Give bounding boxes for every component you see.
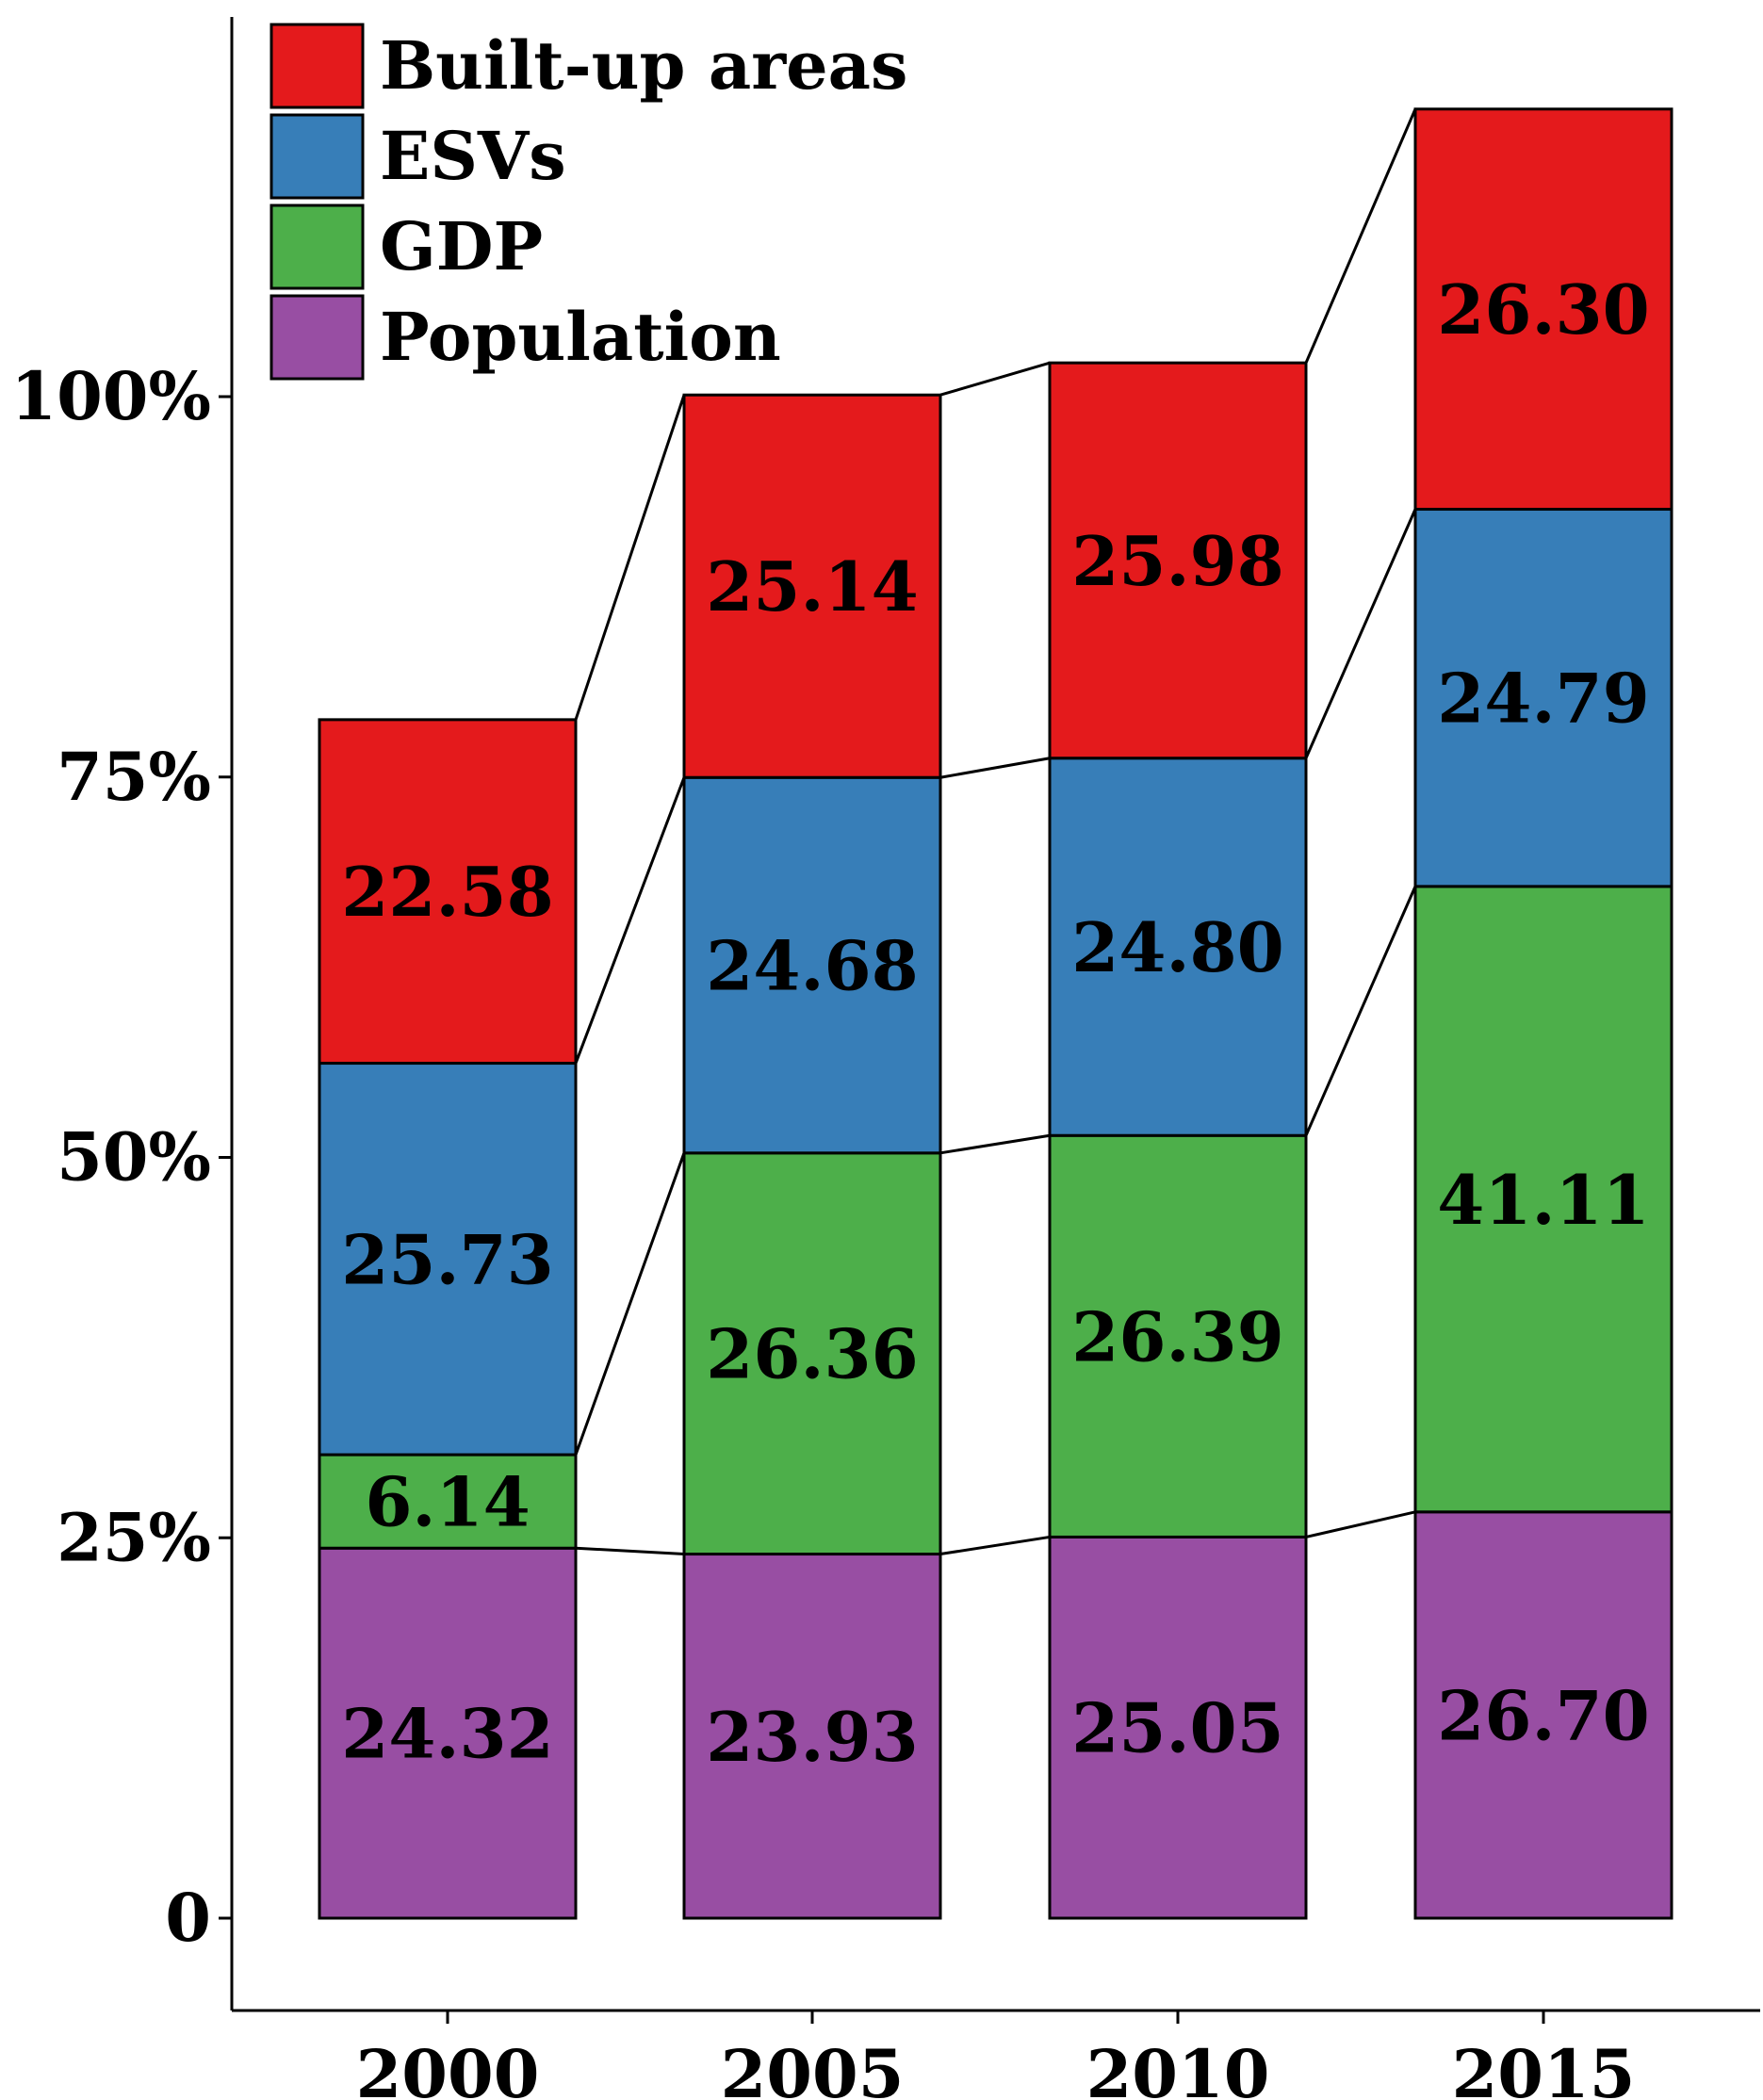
bar-segment-esvs-2010: [1048, 757, 1308, 1137]
bar-segment-built-up-areas-2010: [1048, 361, 1308, 760]
bar-segment-built-up-areas-2015: [1413, 107, 1673, 512]
legend-label: Built-up areas: [380, 26, 907, 105]
legend-swatch-gdp: [269, 203, 365, 290]
bar-value-label: 41.11: [1437, 1160, 1649, 1240]
bar-segment-population-2000: [318, 1546, 578, 1920]
bar-value-label: 6.14: [365, 1462, 530, 1542]
bar-value-label: 25.98: [1071, 521, 1283, 601]
bar-segment-esvs-2015: [1413, 508, 1673, 888]
x-tick-label: 2015: [1452, 2035, 1636, 2100]
bar-value-label: 26.39: [1071, 1296, 1283, 1376]
connector-line: [939, 1535, 1051, 1556]
connector-lines: [574, 108, 1417, 1556]
connector-line: [1305, 1510, 1416, 1538]
y-tick-label: 50%: [57, 1118, 211, 1197]
bar-value-label: 25.14: [706, 546, 918, 627]
bar-value-label: 24.68: [706, 926, 918, 1006]
legend-swatch-esvs: [269, 113, 365, 200]
bar-value-labels: 24.32 23.93 25.05 26.70 6.14 26.36 26.39 41.11 2…: [341, 269, 1649, 1777]
bar-segment-esvs-2000: [318, 1062, 578, 1457]
connector-line: [574, 776, 686, 1065]
connector-line: [574, 1152, 686, 1456]
y-tick-label: 75%: [57, 738, 211, 816]
bars: [318, 107, 1673, 1920]
y-tick-label: 0: [165, 1879, 211, 1957]
bar-segment-gdp-2005: [682, 1151, 942, 1556]
bar-value-label: 26.36: [706, 1314, 918, 1394]
connector-line: [574, 394, 686, 721]
connector-line: [1304, 886, 1417, 1136]
connector-line: [939, 361, 1051, 397]
bar-value-label: 24.79: [1437, 659, 1649, 739]
x-tick-label: 2000: [356, 2035, 540, 2100]
legend-label: ESVs: [380, 117, 566, 195]
bar-segment-built-up-areas-2000: [318, 718, 578, 1066]
x-tick-label: 2005: [721, 2035, 905, 2100]
bar-value-label: 24.80: [1071, 907, 1283, 987]
bar-value-label: 23.93: [706, 1697, 918, 1777]
x-tick-label: 2010: [1086, 2035, 1270, 2100]
y-tick-label: 25%: [57, 1498, 211, 1576]
bar-value-label: 22.58: [341, 852, 553, 932]
legend: Built-up areas ESVs GDP Population: [269, 23, 907, 381]
connector-line: [939, 1133, 1051, 1155]
bar-value-label: 25.05: [1071, 1688, 1283, 1768]
legend-swatch-built-up-areas: [269, 23, 365, 109]
bar-segment-gdp-2015: [1413, 885, 1673, 1514]
connector-line: [1304, 508, 1417, 759]
bar-value-label: 25.73: [341, 1219, 553, 1299]
bar-segment-esvs-2005: [682, 775, 942, 1155]
bar-segment-population-2010: [1048, 1535, 1308, 1920]
connector-line: [939, 757, 1051, 779]
bar-segment-population-2015: [1413, 1510, 1673, 1920]
axes: 0 25% 50% 75% 100% 2000 2005 2010 2015: [10, 17, 1760, 2100]
y-tick-label: 100%: [10, 357, 211, 435]
connector-line: [575, 1546, 685, 1556]
bar-segment-built-up-areas-2005: [682, 393, 942, 779]
connector-line: [1304, 108, 1417, 364]
bar-segment-gdp-2010: [1048, 1133, 1308, 1538]
legend-label: Population: [380, 298, 781, 376]
bar-segment-population-2005: [682, 1553, 942, 1920]
bar-value-label: 26.70: [1437, 1675, 1649, 1755]
legend-label: GDP: [380, 207, 543, 285]
legend-swatch-population: [269, 294, 365, 381]
bar-value-label: 24.32: [341, 1694, 553, 1774]
bar-value-label: 26.30: [1437, 269, 1649, 350]
